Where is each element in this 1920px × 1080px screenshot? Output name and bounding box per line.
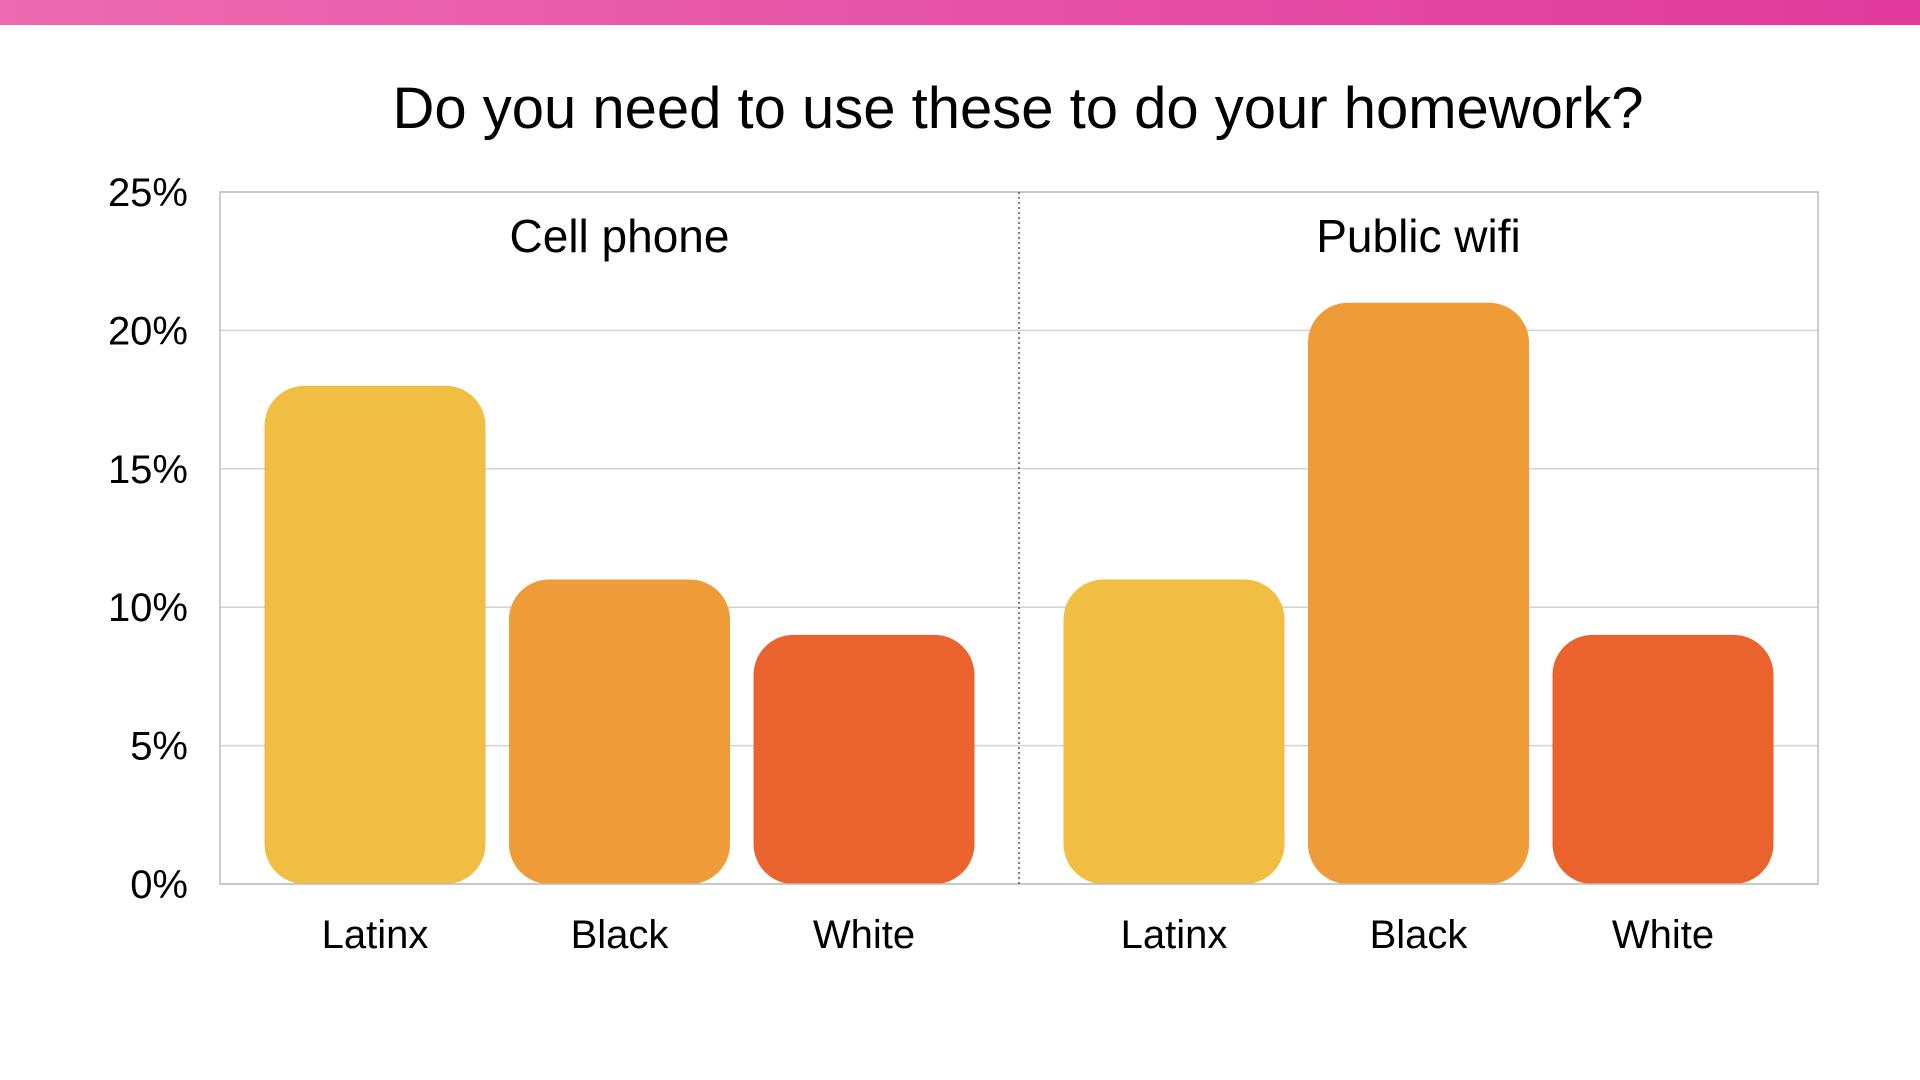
panel: Public wifi Latinx Black White [1063, 210, 1774, 957]
y-tick-label: 5% [130, 725, 188, 769]
x-tick-label: Black [1370, 913, 1469, 957]
x-tick-label: Latinx [1121, 913, 1228, 957]
y-axis-ticks: 0% 5% 10% 15% 20% 25% [108, 171, 188, 907]
y-tick-label: 20% [108, 309, 188, 353]
panel: Cell phone Latinx Black White [264, 210, 975, 957]
bar [753, 634, 975, 884]
y-tick-label: 10% [108, 586, 188, 630]
y-tick-label: 25% [108, 171, 188, 215]
panel-title: Cell phone [510, 210, 730, 262]
bar [509, 579, 730, 884]
x-tick-label: White [813, 913, 915, 957]
chart-title: Do you need to use these to do your home… [393, 76, 1644, 141]
panel-title: Public wifi [1316, 210, 1521, 262]
top-accent-banner [0, 0, 1920, 25]
x-tick-label: White [1612, 913, 1714, 957]
bar [1552, 634, 1774, 884]
plot-frame [219, 191, 1819, 885]
y-tick-label: 0% [130, 863, 188, 907]
chart-panels: Cell phone Latinx Black White Public wifi Lat… [264, 210, 1774, 957]
x-tick-label: Black [571, 913, 670, 957]
bar [264, 385, 486, 884]
bar [1063, 579, 1285, 884]
x-tick-label: Latinx [322, 913, 429, 957]
y-tick-label: 15% [108, 448, 188, 492]
bar [1308, 302, 1529, 885]
